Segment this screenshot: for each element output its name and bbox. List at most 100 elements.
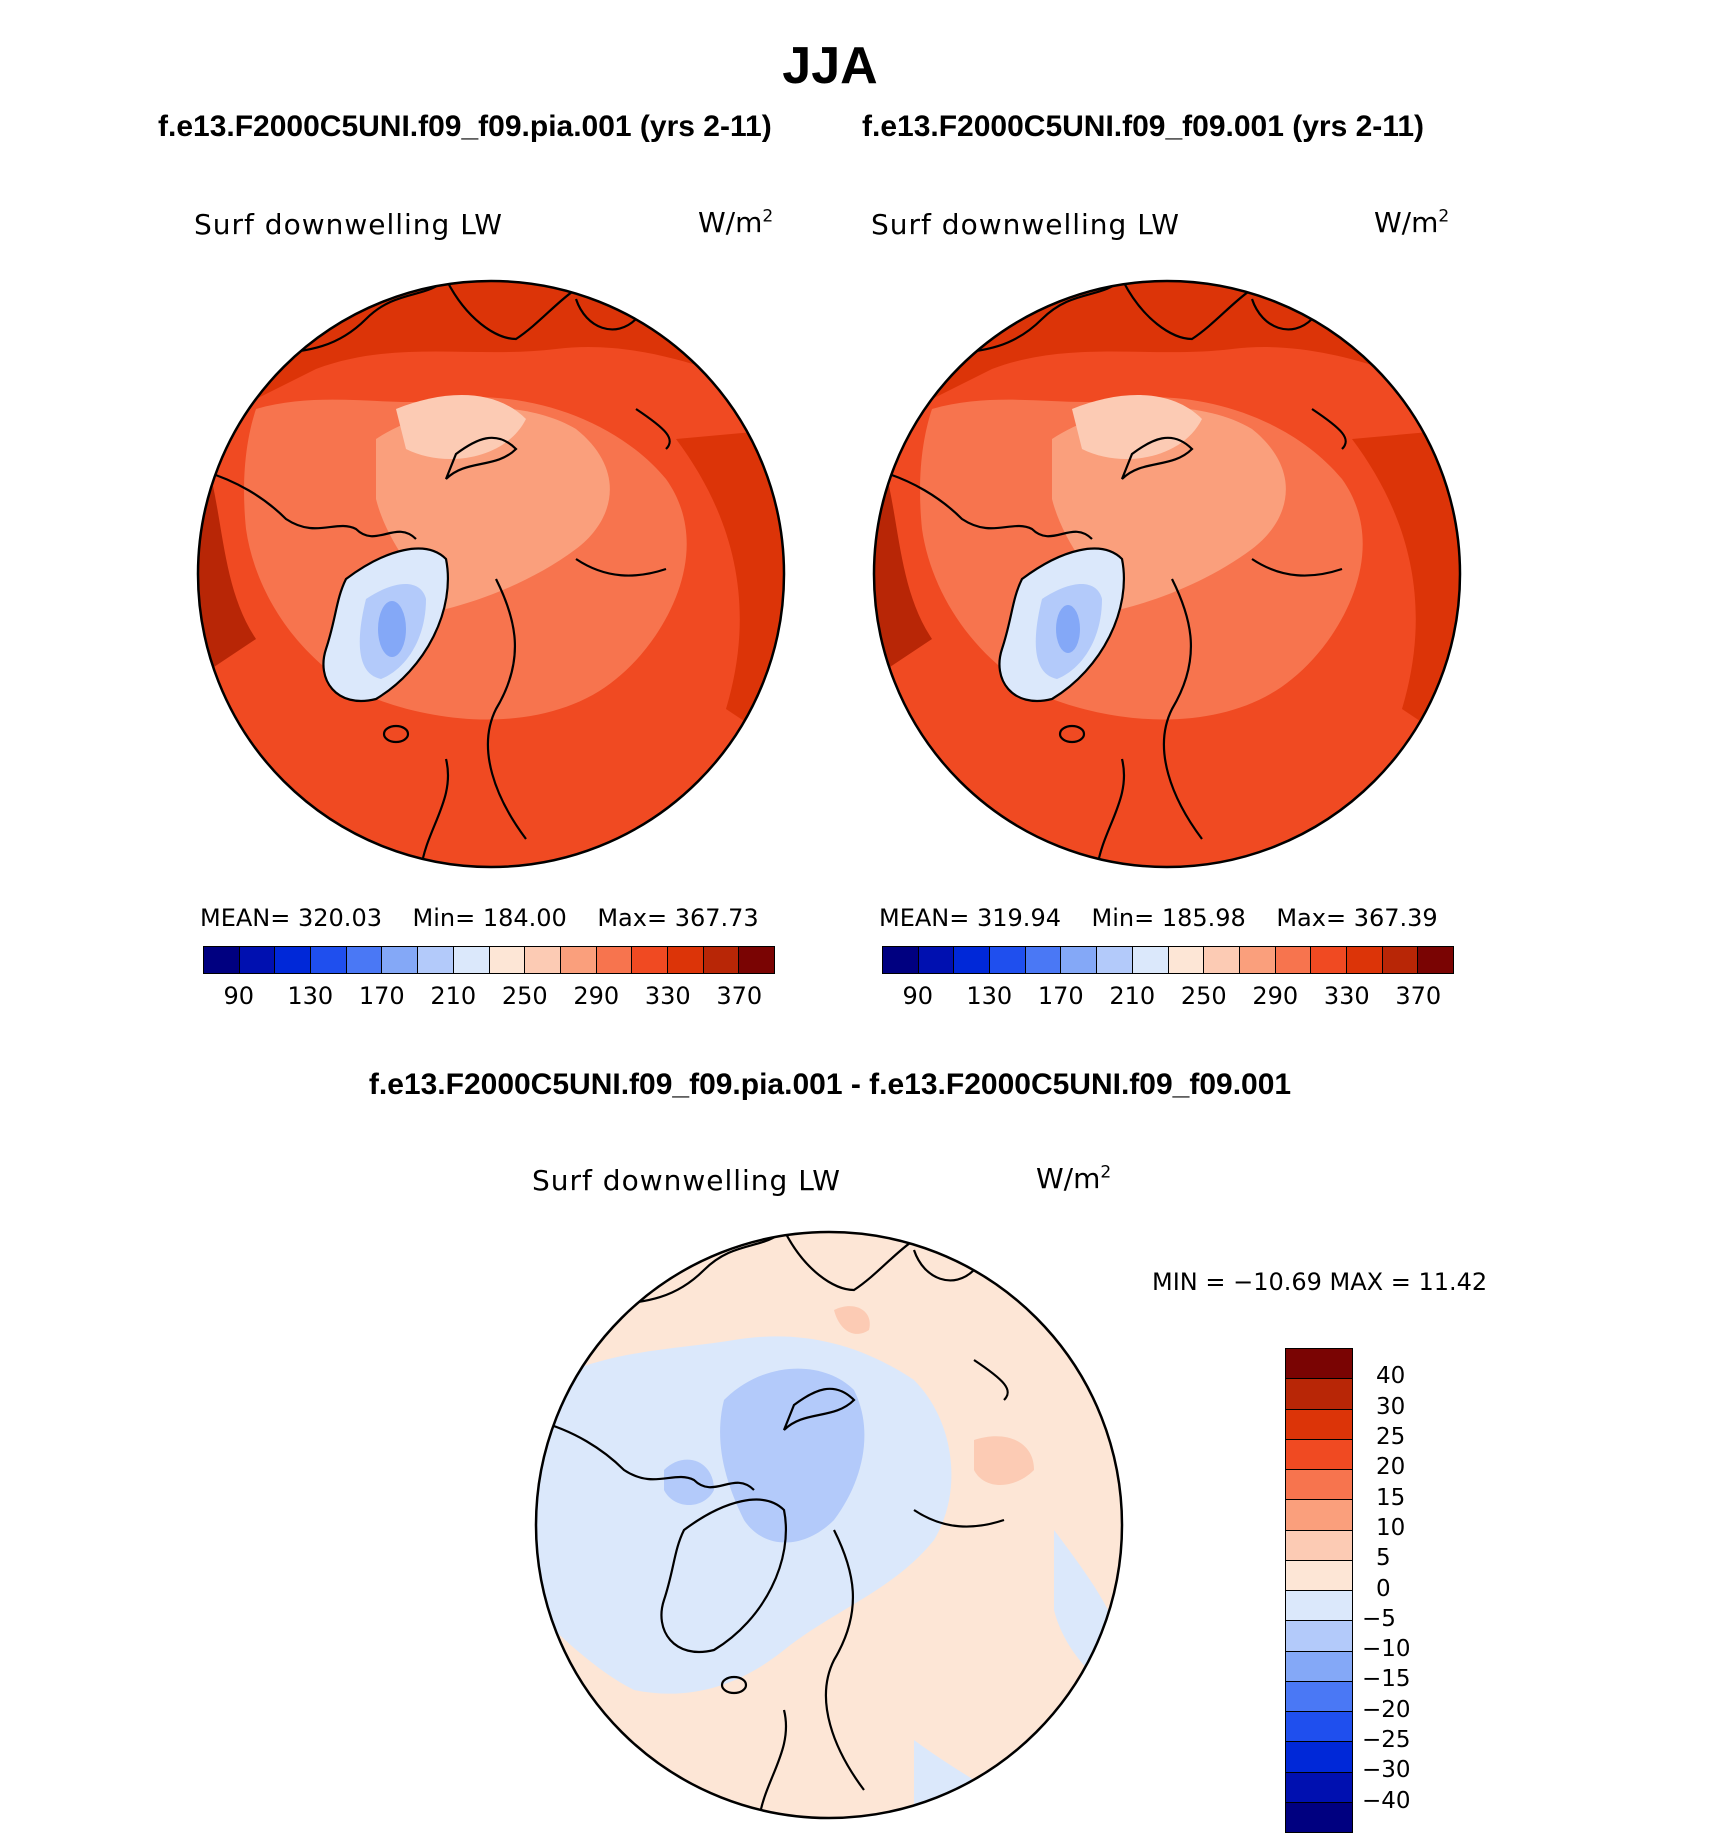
colorbar-swatch: [489, 947, 526, 973]
colorbar-swatch: [1418, 947, 1453, 973]
colorbar-swatch: [1239, 947, 1276, 973]
colorbar-tick-label: −15: [1362, 1666, 1411, 1693]
colorbar-swatch: [1168, 947, 1205, 973]
arctic-core: [1072, 395, 1202, 459]
colorbar-tick-label: 30: [1376, 1393, 1406, 1420]
colorbar-swatch: [1286, 1742, 1352, 1773]
colorbar-swatch: [954, 947, 991, 973]
colorbar-tick-label: 330: [1323, 982, 1370, 1010]
colorbar-tick-label: 290: [1252, 982, 1299, 1010]
greenland-coldest: [378, 601, 406, 657]
left-colorbar: [203, 946, 775, 974]
diff-minmax: MIN = −10.69 MAX = 11.42: [1152, 1268, 1488, 1296]
right-polar-map: [872, 279, 1462, 869]
colorbar-swatch: [1286, 1591, 1352, 1622]
colorbar-tick-label: 130: [966, 982, 1013, 1010]
colorbar-swatch: [1132, 947, 1169, 973]
colorbar-tick-label: 10: [1376, 1514, 1406, 1541]
colorbar-swatch: [632, 947, 668, 973]
colorbar-swatch: [1286, 1772, 1352, 1803]
colorbar-swatch: [1286, 1802, 1352, 1832]
right-variable-label: Surf downwelling LW: [871, 208, 1180, 241]
diff-variable-label: Surf downwelling LW: [532, 1164, 841, 1197]
left-stats: MEAN= 320.03 Min= 184.00 Max= 367.73: [200, 904, 759, 932]
colorbar-swatch: [739, 947, 774, 973]
diff-polar-map: [534, 1230, 1124, 1820]
right-case-title: f.e13.F2000C5UNI.f09_f09.001 (yrs 2-11): [862, 110, 1425, 143]
colorbar-tick-label: −20: [1362, 1696, 1411, 1723]
main-title: JJA: [782, 37, 878, 95]
colorbar-tick-label: 0: [1376, 1575, 1391, 1602]
diff-colorbar: [1285, 1348, 1353, 1833]
arctic-core: [396, 395, 526, 459]
colorbar-swatch: [1286, 1470, 1352, 1501]
diff-unit-label: W/m2: [1036, 1162, 1112, 1195]
left-case-title: f.e13.F2000C5UNI.f09_f09.pia.001 (yrs 2-…: [158, 110, 772, 143]
colorbar-swatch: [883, 947, 919, 973]
colorbar-tick-label: 210: [430, 982, 477, 1010]
colorbar-tick-label: 90: [223, 982, 255, 1010]
colorbar-swatch: [311, 947, 347, 973]
right-colorbar-ticks: 90 130 170 210 250 290 330 370: [882, 982, 1454, 1012]
colorbar-swatch: [1286, 1379, 1352, 1410]
colorbar-swatch: [1382, 947, 1419, 973]
colorbar-tick-label: −25: [1362, 1727, 1411, 1754]
right-stats: MEAN= 319.94 Min= 185.98 Max= 367.39: [879, 904, 1438, 932]
colorbar-tick-label: 250: [501, 982, 548, 1010]
colorbar-swatch: [275, 947, 312, 973]
colorbar-tick-label: 370: [716, 982, 763, 1010]
colorbar-tick-label: −30: [1362, 1757, 1411, 1784]
colorbar-swatch: [346, 947, 383, 973]
colorbar-swatch: [525, 947, 561, 973]
positive-patch-east: [974, 1436, 1034, 1485]
colorbar-swatch: [1286, 1560, 1352, 1591]
colorbar-tick-label: −10: [1362, 1636, 1411, 1663]
colorbar-swatch: [1311, 947, 1347, 973]
colorbar-swatch: [1286, 1712, 1352, 1743]
colorbar-swatch: [703, 947, 740, 973]
colorbar-swatch: [1286, 1409, 1352, 1440]
left-unit-label: W/m2: [698, 206, 774, 239]
diff-colorbar-labels: 40 30 25 20 15 10 5 0 −5 −10 −15 −20 −25 −30 −40: [1362, 1348, 1482, 1833]
colorbar-swatch: [1286, 1681, 1352, 1712]
colorbar-swatch: [1025, 947, 1062, 973]
colorbar-swatch: [560, 947, 597, 973]
archipelago-negative: [664, 1459, 714, 1505]
colorbar-swatch: [667, 947, 704, 973]
colorbar-tick-label: 290: [573, 982, 620, 1010]
colorbar-swatch: [1204, 947, 1240, 973]
colorbar-tick-label: 130: [287, 982, 334, 1010]
colorbar-swatch: [1346, 947, 1383, 973]
colorbar-swatch: [239, 947, 276, 973]
colorbar-swatch: [596, 947, 633, 973]
colorbar-swatch: [204, 947, 240, 973]
colorbar-swatch: [990, 947, 1026, 973]
colorbar-tick-label: 25: [1376, 1423, 1406, 1450]
colorbar-swatch: [1061, 947, 1098, 973]
left-colorbar-ticks: 90 130 170 210 250 290 330 370: [203, 982, 775, 1012]
colorbar-tick-label: 250: [1180, 982, 1227, 1010]
colorbar-swatch: [1286, 1530, 1352, 1561]
high-field-east: [676, 429, 784, 749]
colorbar-swatch: [1286, 1651, 1352, 1682]
colorbar-tick-label: 330: [644, 982, 691, 1010]
colorbar-swatch: [453, 947, 490, 973]
colorbar-swatch: [1286, 1500, 1352, 1531]
colorbar-swatch: [1275, 947, 1312, 973]
colorbar-swatch: [918, 947, 955, 973]
high-field-east: [1352, 429, 1460, 749]
left-variable-label: Surf downwelling LW: [194, 208, 503, 241]
right-colorbar: [882, 946, 1454, 974]
colorbar-tick-label: 170: [358, 982, 405, 1010]
colorbar-tick-label: −40: [1362, 1787, 1411, 1814]
colorbar-tick-label: 40: [1376, 1363, 1406, 1390]
colorbar-swatch: [418, 947, 454, 973]
colorbar-swatch: [1286, 1439, 1352, 1470]
colorbar-tick-label: 90: [902, 982, 934, 1010]
colorbar-swatch: [1286, 1621, 1352, 1652]
colorbar-tick-label: 370: [1395, 982, 1442, 1010]
colorbar-swatch: [1286, 1349, 1352, 1380]
difference-title: f.e13.F2000C5UNI.f09_f09.pia.001 - f.e13…: [368, 1068, 1292, 1101]
greenland-coldest: [1056, 605, 1080, 653]
colorbar-swatch: [1097, 947, 1133, 973]
